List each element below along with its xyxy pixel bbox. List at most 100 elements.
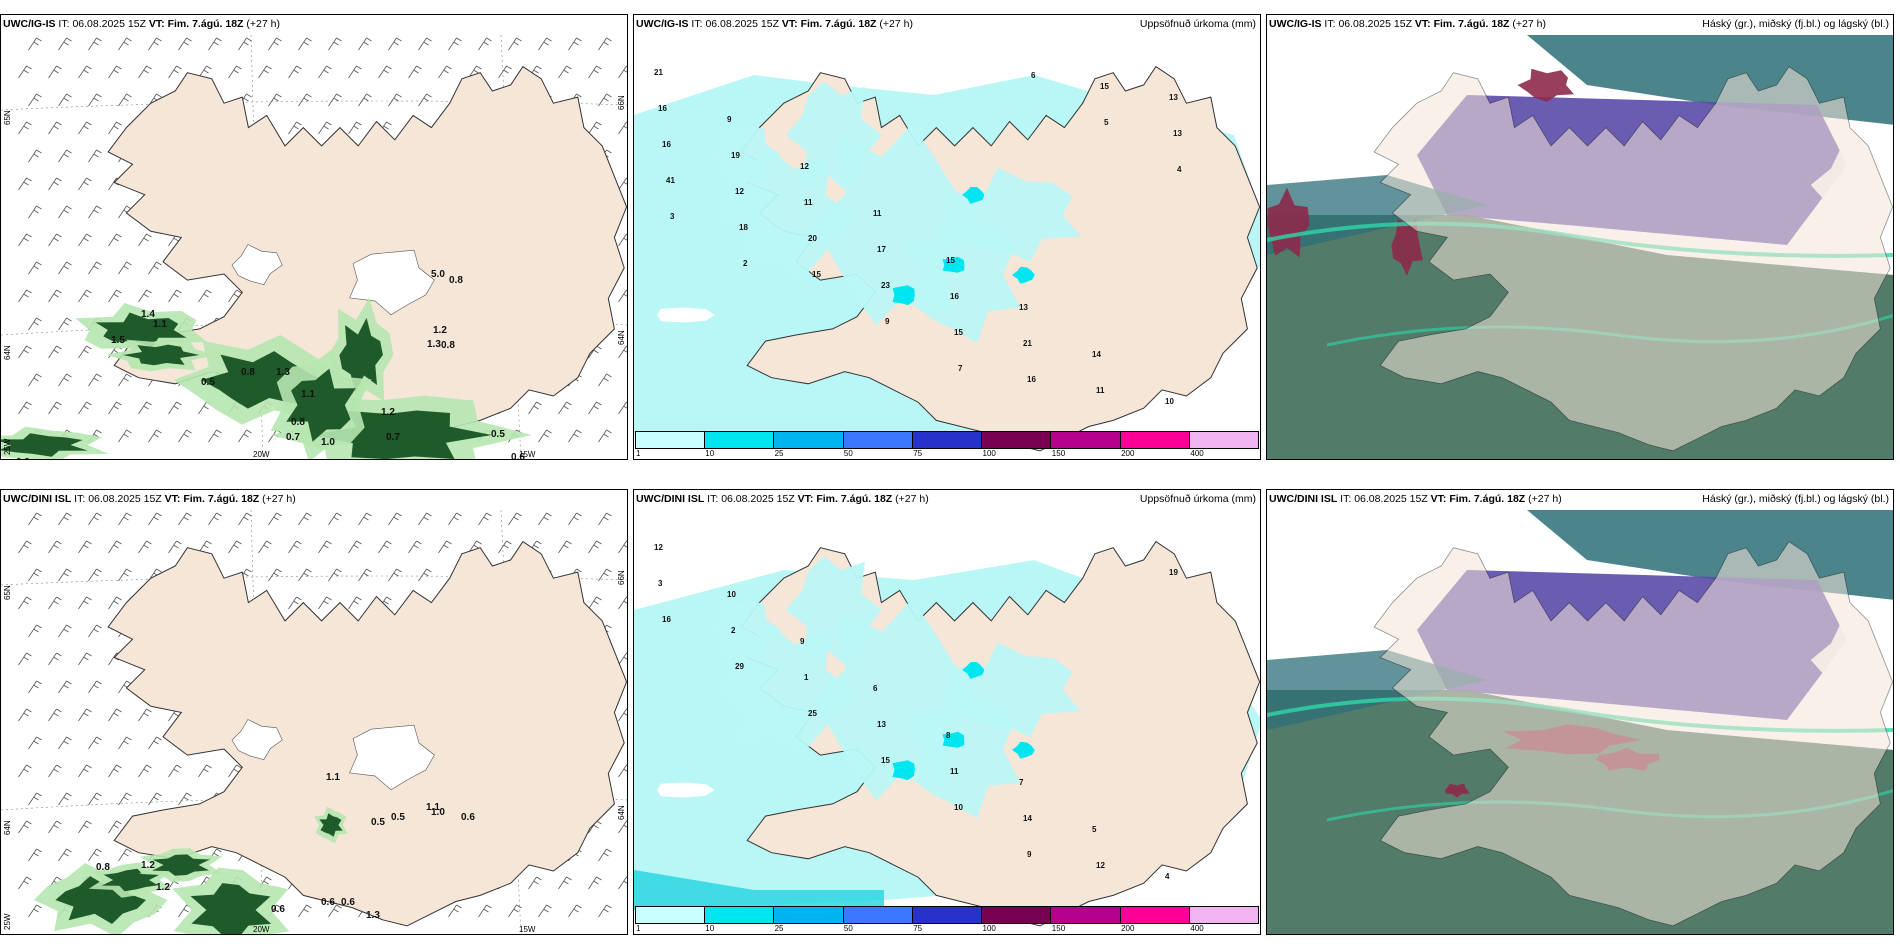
colorbar-segment <box>774 907 844 923</box>
panel-header: UWC/DINI ISL IT: 06.08.2025 15Z VT: Fim.… <box>636 493 929 505</box>
lead-time: (+27 h) <box>895 493 929 505</box>
precip-value: 12 <box>800 162 809 171</box>
precip-value: 1.5 <box>111 335 125 346</box>
precip-value: 5 <box>1092 825 1097 834</box>
colorbar-label: 75 <box>913 449 923 458</box>
precip-title: Uppsöfnuð úrkoma (mm) <box>1139 18 1256 30</box>
colorbar-segment <box>1051 432 1121 448</box>
precip-value: 15 <box>1100 82 1109 91</box>
it-label: IT: <box>1340 493 1352 505</box>
precip-value: 9 <box>885 317 890 326</box>
axis-label: 66N <box>617 95 626 110</box>
precip-value: 1.1 <box>153 319 167 330</box>
cloud-map <box>1267 15 1893 459</box>
colorbar-segment <box>843 907 913 923</box>
colorbar-label: 1 <box>636 449 641 458</box>
colorbar-label: 200 <box>1121 924 1135 933</box>
precip-value: 16 <box>662 615 671 624</box>
precip-value: 0.5 <box>491 429 505 440</box>
it-label: IT: <box>58 18 70 30</box>
precip-value: 9 <box>727 115 732 124</box>
precip-value: 3 <box>658 579 663 588</box>
colorbar-label: 10 <box>705 924 715 933</box>
precip-areas <box>1 297 532 459</box>
precip-map: 12 10 9 6 8 7 5 4 3 2 1 13 11 14 12 19 16 29 25 15 10 9 <box>634 540 1260 927</box>
vt-value: Fim. 7.ágú. 18Z <box>1449 493 1526 505</box>
precip-value: 13 <box>1173 129 1182 138</box>
vt-label: VT: <box>164 493 181 505</box>
precip-value: 0.6 <box>271 904 285 915</box>
precip-value: 13 <box>1019 303 1028 312</box>
precip-value: 0.8 <box>96 862 110 873</box>
model-name: UWC/IG-IS <box>636 18 689 30</box>
it-label: IT: <box>74 493 86 505</box>
precip-value: 25 <box>808 709 817 718</box>
precip-value: 16 <box>950 292 959 301</box>
model-name: UWC/DINI ISL <box>3 493 72 505</box>
colorbar-label: 400 <box>1190 924 1204 933</box>
precip-value: 20 <box>808 234 817 243</box>
colorbar-labels: 1 10 25 50 75 100 150 200 400 <box>635 449 1259 459</box>
precip-value: 4 <box>1165 872 1170 881</box>
precip-value: 0.9 <box>16 457 30 460</box>
it-label: IT: <box>707 493 719 505</box>
colorbar-segment <box>1051 907 1121 923</box>
cloud-panel: UWC/DINI ISL IT: 06.08.2025 15Z VT: Fim.… <box>1266 489 1894 935</box>
precip-value: 12 <box>1096 861 1105 870</box>
colorbar-segment <box>1189 907 1258 923</box>
precip-areas <box>34 806 348 934</box>
it-value: 06.08.2025 15Z <box>88 493 162 505</box>
precip-value: 1.2 <box>141 860 155 871</box>
precip-value: 1.0 <box>431 807 445 818</box>
wind-panel: 1.4 1.1 1.5 0.5 0.8 1.3 1.1 0.8 0.7 1.0 1.2 0.7 0.5 0… <box>0 14 628 460</box>
colorbar-labels: 1 10 25 50 75 100 150 200 400 <box>635 924 1259 934</box>
model-name: UWC/IG-IS <box>3 18 56 30</box>
precip-value: 19 <box>731 151 740 160</box>
land-precip <box>706 556 1082 819</box>
land-precip <box>706 81 1082 344</box>
precip-value: 13 <box>877 720 886 729</box>
colorbar-label: 100 <box>982 924 996 933</box>
it-value: 06.08.2025 15Z <box>1338 18 1412 30</box>
precip-value: 1.1 <box>326 772 340 783</box>
it-value: 06.08.2025 15Z <box>705 18 779 30</box>
lead-time: (+27 h) <box>1512 18 1546 30</box>
colorbar-segment <box>982 907 1052 923</box>
panel-header: UWC/IG-IS IT: 06.08.2025 15Z VT: Fim. 7.… <box>1269 18 1546 30</box>
precip-value: 11 <box>873 209 882 218</box>
colorbar-segment <box>912 907 983 923</box>
precip-value: 8 <box>946 731 951 740</box>
precip-value: 1.2 <box>381 407 395 418</box>
precip-value: 11 <box>804 198 813 207</box>
precip-value: 16 <box>1027 375 1036 384</box>
precip-value: 0.8 <box>291 417 305 428</box>
vt-label: VT: <box>781 18 798 30</box>
precip-value: 0.7 <box>386 432 400 443</box>
colorbar-segment <box>1120 907 1190 923</box>
panel-header: UWC/IG-IS IT: 06.08.2025 15Z VT: Fim. 7.… <box>3 18 280 30</box>
precip-value: 1.1 <box>301 389 315 400</box>
cloud-title: Háský (gr.), miðský (fj.bl.) og lágský (… <box>1702 493 1889 505</box>
precip-value: 14 <box>1023 814 1032 823</box>
colorbar-segment <box>982 432 1052 448</box>
precip-value: 14 <box>1092 350 1101 359</box>
colorbar <box>635 431 1259 449</box>
precip-value: 23 <box>881 281 890 290</box>
lead-time: (+27 h) <box>879 18 913 30</box>
precip-value: 0.7 <box>286 432 300 443</box>
precip-value: 1 <box>804 673 809 682</box>
precip-value: 12 <box>735 187 744 196</box>
precip-value: 9 <box>800 637 805 646</box>
panel-header: UWC/DINI ISL IT: 06.08.2025 15Z VT: Fim.… <box>3 493 296 505</box>
vt-value: Fim. 7.ágú. 18Z <box>167 18 244 30</box>
precip-value: 0.6 <box>461 812 475 823</box>
cloud-title: Háský (gr.), miðský (fj.bl.) og lágský (… <box>1702 18 1889 30</box>
it-label: IT: <box>1324 18 1336 30</box>
model-name: UWC/DINI ISL <box>636 493 705 505</box>
precip-value: 13 <box>1169 93 1178 102</box>
precip-value: 5 <box>1104 118 1109 127</box>
precip-value: 1.3 <box>276 367 290 378</box>
it-value: 06.08.2025 15Z <box>72 18 146 30</box>
precip-value: 9 <box>1027 850 1032 859</box>
axis-label: 25W <box>3 438 12 455</box>
